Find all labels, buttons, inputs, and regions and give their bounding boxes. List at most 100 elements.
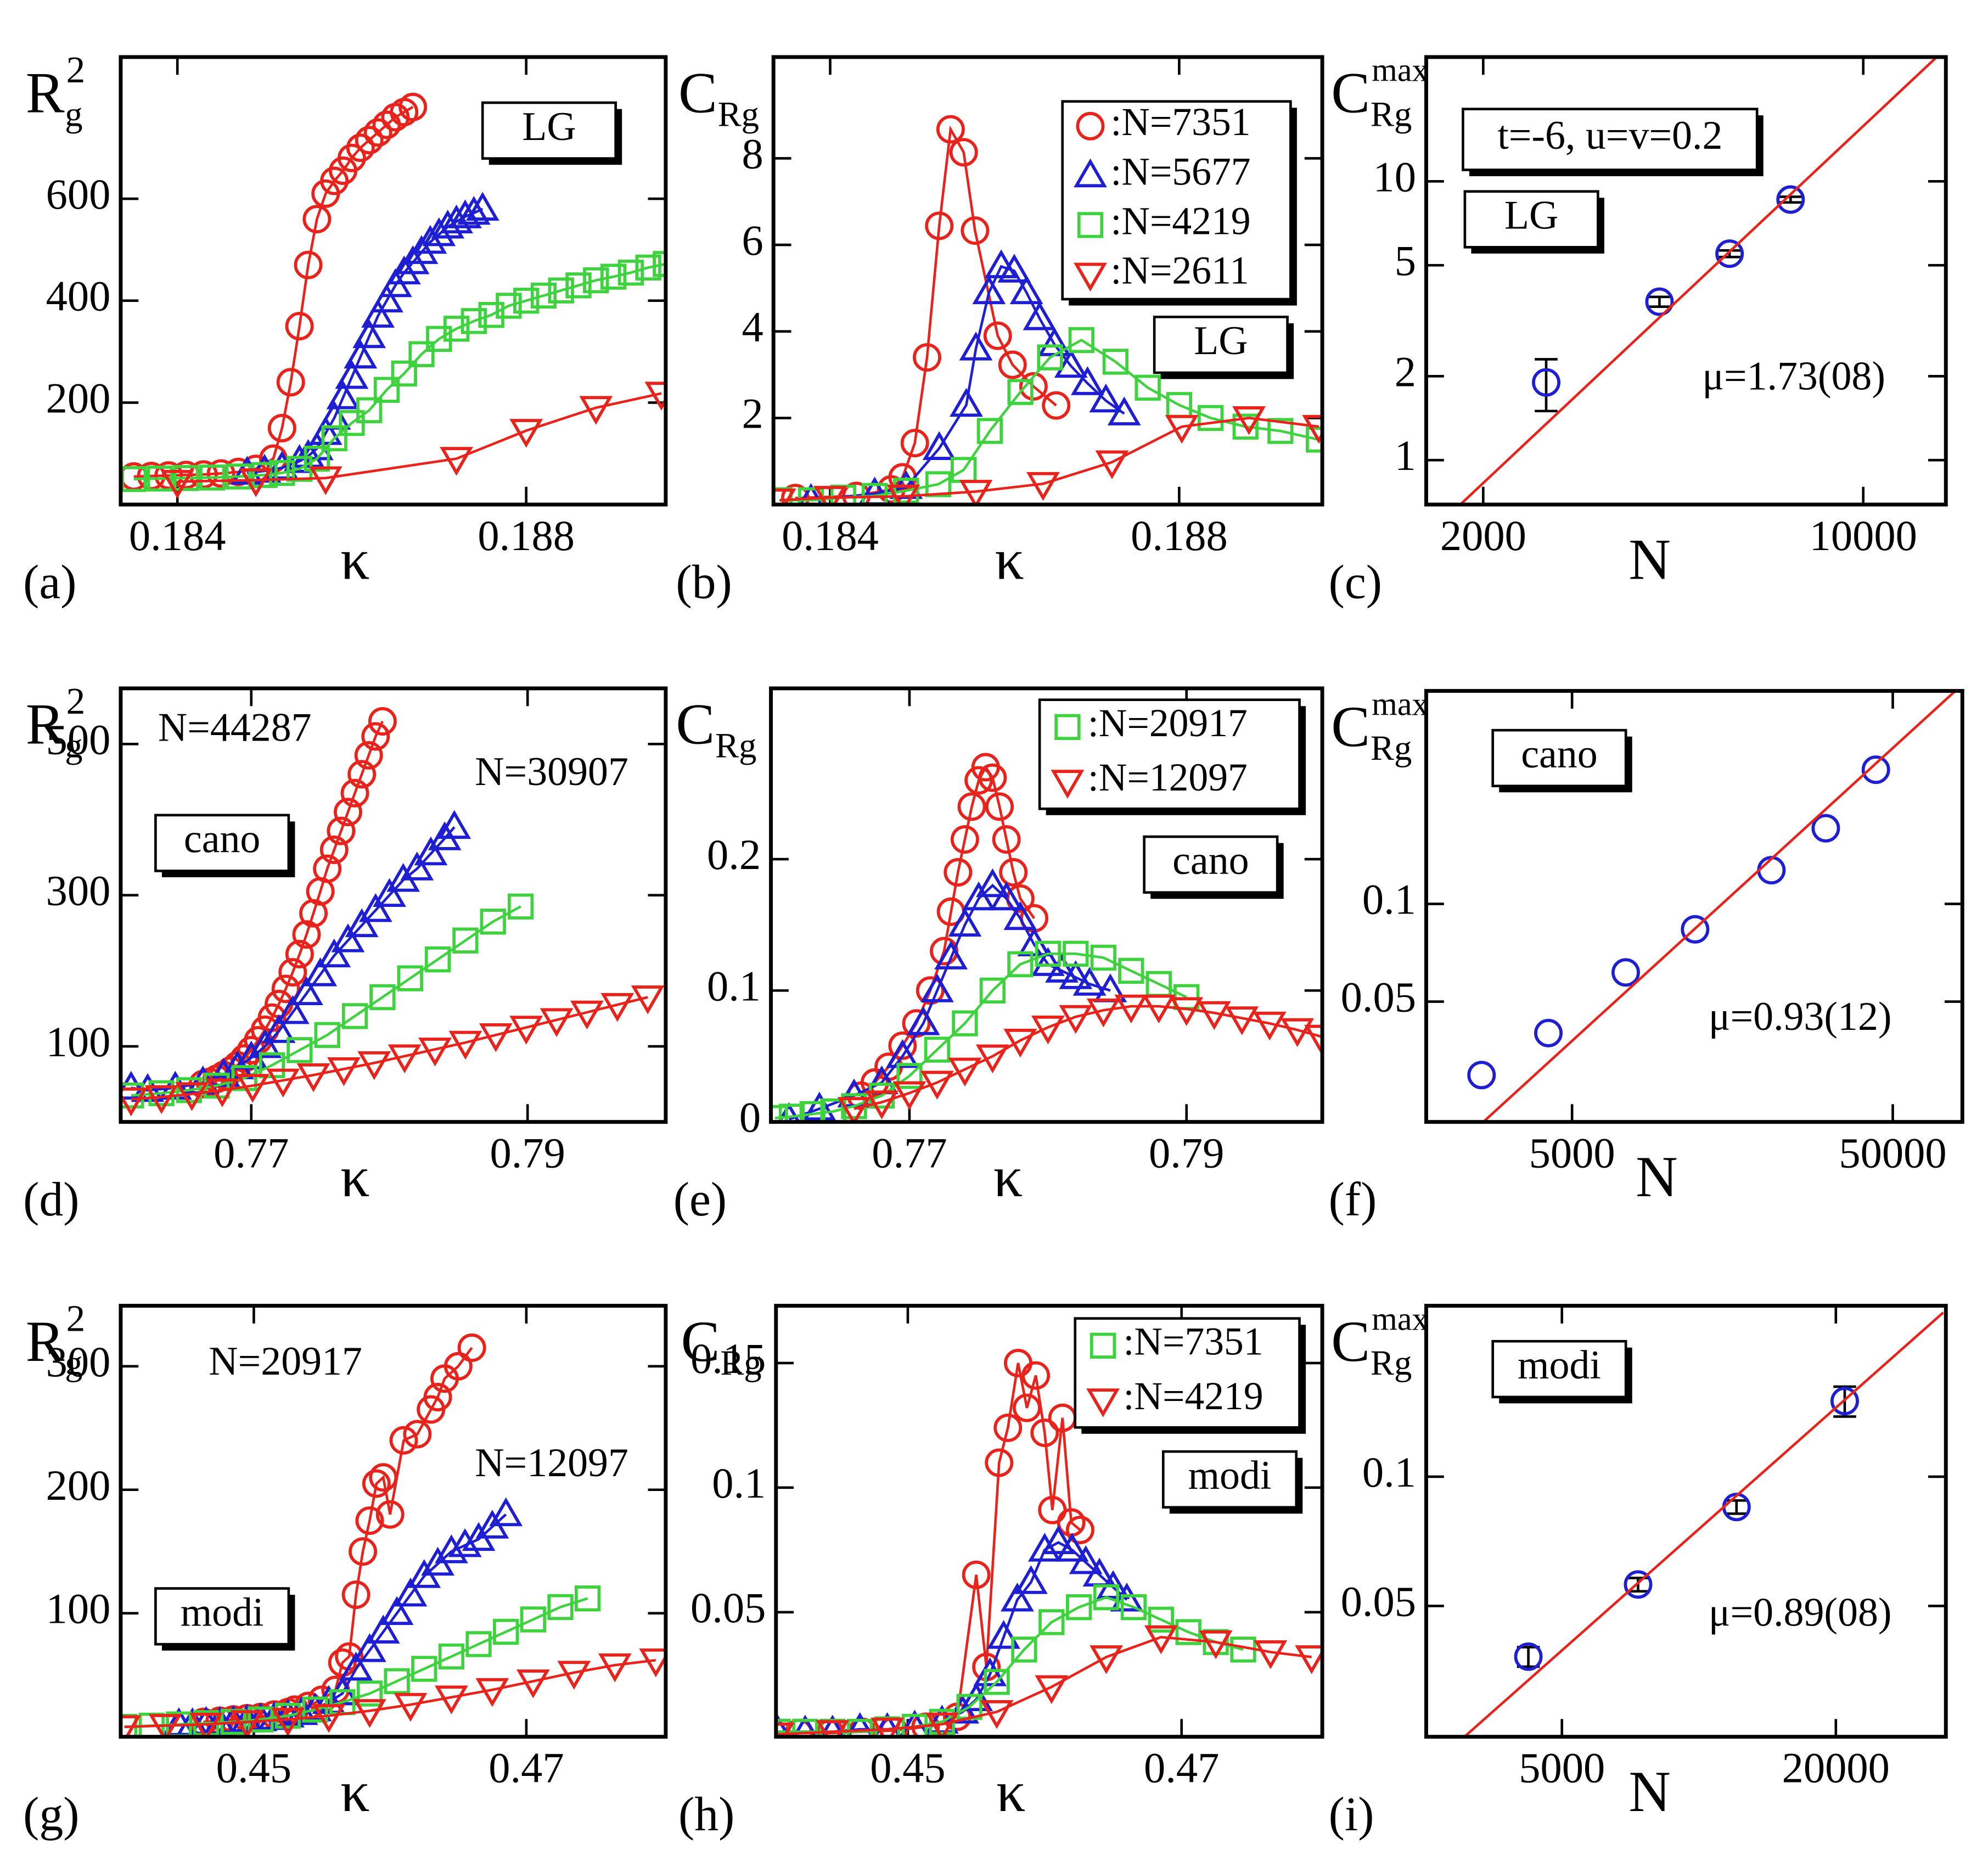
data-point: [457, 1333, 486, 1363]
data-point: [1045, 954, 1079, 983]
data-point: [925, 211, 954, 240]
data-point: [600, 264, 627, 290]
data-point: [1031, 947, 1065, 976]
data-point: [302, 1696, 328, 1723]
plot-area: [1463, 1311, 1944, 1737]
y-label-sup: 2: [66, 48, 86, 91]
data-point: [1120, 1594, 1147, 1621]
panel: 5000 20000 0.05 0.1 C Rg max N (i) modi μ=0.89(08): [1329, 1300, 1948, 1841]
data-point: [465, 192, 499, 221]
y-label-sub: Rg: [715, 726, 756, 765]
data-point: [799, 1101, 825, 1122]
data-point: [353, 1699, 386, 1728]
data-point: [998, 350, 1027, 379]
data-point: [999, 858, 1028, 887]
data-point: [1199, 1630, 1233, 1660]
x-tick-label: 2000: [1440, 512, 1526, 559]
data-point: [1026, 472, 1060, 501]
data-point: [948, 1057, 982, 1087]
data-point: [896, 1063, 923, 1089]
x-tick-label: 5000: [1519, 1744, 1605, 1791]
legend-label: :N=20917: [1088, 702, 1248, 745]
data-point: [319, 836, 349, 865]
data-point: [1253, 1011, 1287, 1041]
series-line: [131, 996, 648, 1101]
data-point: [513, 288, 540, 314]
data-point: [1232, 413, 1259, 440]
label-box: [1491, 728, 1627, 788]
data-point: [414, 836, 448, 866]
data-point: [349, 1537, 378, 1566]
y-label: C: [1331, 1309, 1370, 1374]
data-point: [925, 471, 952, 497]
data-point: [540, 1008, 574, 1037]
y-tick-label: 400: [46, 272, 111, 320]
data-point: [1170, 997, 1204, 1027]
y-label-sup: max: [1372, 1300, 1428, 1337]
data-point: [1031, 1016, 1065, 1045]
legend-marker: [1074, 158, 1107, 188]
box-label: modi: [1188, 1453, 1272, 1498]
y-label: R: [26, 60, 65, 125]
y-label: C: [681, 1309, 720, 1374]
data-point: [1114, 994, 1148, 1024]
data-point: [1071, 366, 1104, 395]
data-point: [1038, 1609, 1065, 1635]
x-label: κ: [996, 1759, 1026, 1824]
data-point: [1757, 856, 1786, 885]
data-point: [959, 480, 993, 505]
data-point: [598, 1653, 632, 1683]
annotation: μ=0.93(12): [1709, 994, 1892, 1039]
data-point: [997, 254, 1031, 283]
legend-label: :N=7351: [1110, 100, 1250, 144]
data-point: [448, 1528, 482, 1557]
plot-frame: [119, 55, 668, 507]
data-point: [271, 1707, 305, 1737]
data-point: [653, 251, 666, 277]
legend-marker: [1090, 1332, 1116, 1359]
x-tick-label: 0.47: [1144, 1744, 1219, 1791]
data-point: [912, 343, 941, 372]
data-point: [369, 1463, 398, 1492]
y-tick-label: 0.05: [690, 1584, 766, 1632]
data-point: [773, 488, 796, 505]
data-point: [357, 1051, 391, 1080]
data-point: [205, 1078, 239, 1108]
data-point: [424, 946, 451, 973]
series-line: [853, 1005, 1322, 1111]
data-point: [570, 1000, 604, 1030]
data-point: [457, 195, 491, 225]
data-point: [480, 909, 506, 935]
data-point: [326, 380, 360, 410]
data-point: [1715, 239, 1744, 268]
panel-label: (i): [1329, 1787, 1374, 1841]
data-point: [314, 1022, 340, 1049]
data-point: [886, 484, 920, 505]
data-point: [957, 792, 986, 821]
y-tick-label: 0.1: [1362, 876, 1416, 923]
y-tick-label: 300: [46, 1338, 111, 1386]
data-point: [1066, 1594, 1092, 1621]
annotation: μ=1.73(08): [1702, 354, 1885, 399]
data-point: [1144, 1625, 1178, 1655]
y-tick-label: 10: [1373, 153, 1416, 200]
data-point: [248, 1029, 282, 1058]
legend-marker: [1086, 1388, 1120, 1417]
data-point: [1095, 450, 1129, 479]
legend-box: [1074, 1317, 1301, 1429]
y-tick-label: 5: [1395, 237, 1416, 284]
data-point: [900, 429, 929, 458]
plot-frame: [119, 1304, 668, 1739]
data-point: [802, 1091, 836, 1121]
data-point: [644, 382, 666, 411]
data-point: [308, 466, 342, 495]
data-point: [370, 283, 403, 313]
series-line: [795, 125, 1057, 500]
data-point: [1041, 1525, 1075, 1555]
data-point: [354, 741, 383, 770]
data-point: [1065, 1516, 1094, 1544]
data-point: [985, 792, 1014, 821]
x-tick-label: 0.79: [1149, 1129, 1224, 1176]
data-point: [344, 339, 378, 369]
data-point: [961, 216, 990, 245]
